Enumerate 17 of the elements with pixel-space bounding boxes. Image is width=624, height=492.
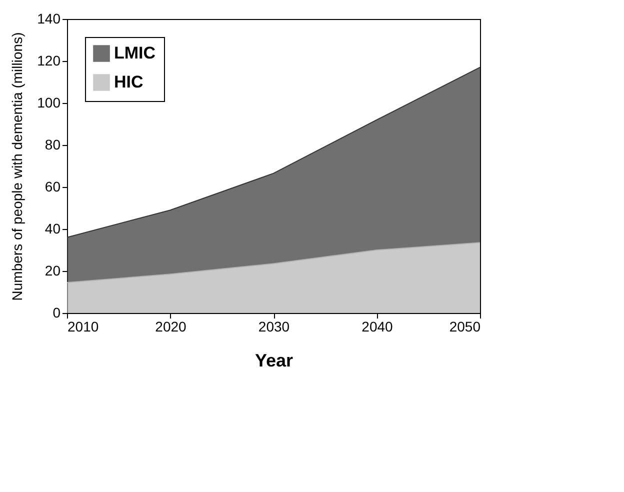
x-tick-label: 2010 (68, 318, 99, 334)
y-tick-label: 40 (44, 220, 61, 236)
x-tick-label: 2030 (258, 318, 290, 334)
x-tick-label: 2050 (449, 318, 481, 334)
y-tick-label: 100 (37, 94, 61, 110)
y-tick-label: 20 (44, 262, 61, 278)
y-axis-title: Numbers of people with dementia (millions) (9, 32, 26, 301)
y-tick-label: 60 (44, 178, 61, 194)
y-tick-label: 80 (44, 136, 61, 152)
x-tick-label: 2020 (155, 318, 187, 334)
y-tick-label: 120 (37, 52, 61, 68)
y-tick-label: 0 (52, 304, 61, 320)
x-axis-title: Year (254, 350, 294, 370)
legend-label: LMIC (114, 44, 156, 62)
y-tick-label: 140 (37, 10, 61, 26)
x-tick-label: 2040 (362, 318, 394, 334)
legend-label: HIC (114, 72, 144, 92)
